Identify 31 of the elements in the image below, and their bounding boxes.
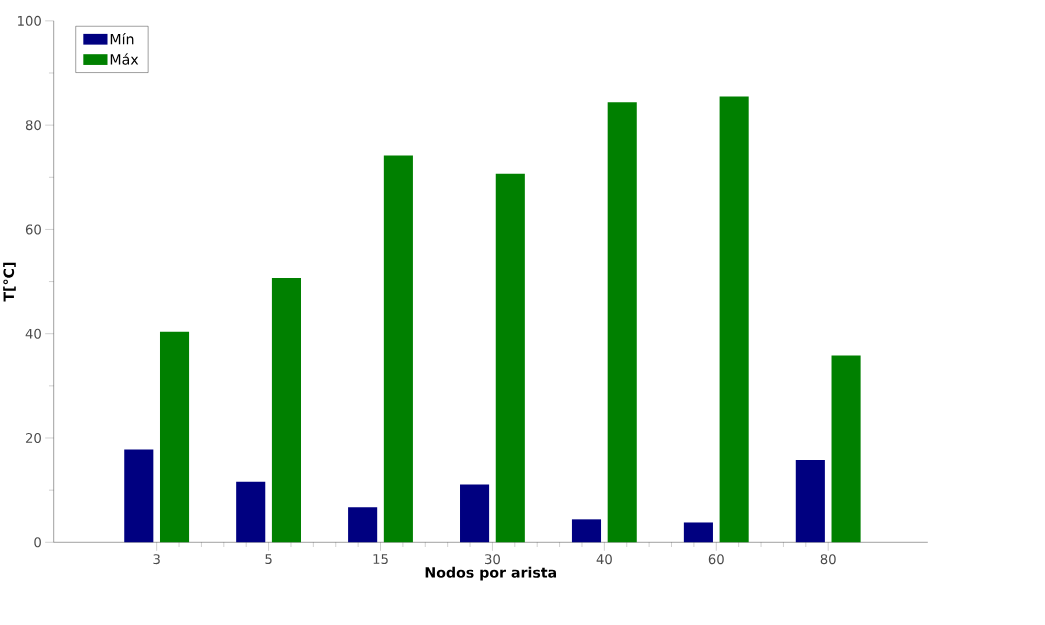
bar [348, 507, 378, 543]
bar [683, 522, 713, 543]
x-tick-label: 60 [708, 554, 724, 565]
bar [719, 96, 749, 543]
bar [271, 278, 302, 543]
x-tick-label: 15 [373, 554, 388, 565]
x-tick-label: 5 [265, 554, 272, 565]
legend-label: Mín [110, 32, 134, 45]
bar [124, 449, 154, 543]
bar [495, 173, 525, 543]
y-axis-title: T[°C] [3, 262, 16, 302]
x-tick-label: 80 [820, 554, 836, 565]
x-tick-label: 30 [485, 554, 500, 565]
y-tick-label: 80 [25, 120, 41, 131]
y-tick-label: 40 [25, 328, 41, 339]
bar [236, 481, 266, 543]
bar [571, 519, 602, 543]
y-tick-label: 20 [25, 433, 41, 444]
x-tick-label: 40 [596, 554, 612, 565]
legend-label: Máx [110, 53, 139, 65]
bar [383, 155, 413, 543]
y-tick-label: 60 [25, 224, 41, 235]
y-tick-label: 0 [34, 537, 41, 548]
bar [607, 102, 637, 543]
bar [460, 484, 490, 543]
x-axis-title: Nodos por arista [425, 566, 557, 581]
bar [795, 460, 825, 543]
bar [159, 331, 190, 543]
bar [831, 355, 861, 543]
x-tick-label: 3 [153, 554, 160, 565]
y-tick-label: 100 [18, 15, 41, 26]
